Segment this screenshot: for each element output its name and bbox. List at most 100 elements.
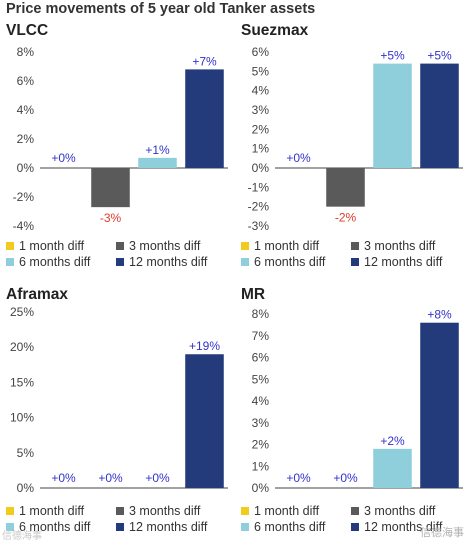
legend-item: 12 months diff — [116, 520, 231, 534]
chart-panel-aframax: Aframax 0% 5% 10% 15% 20% 25% +0% +0% +0% +19% 1 … — [0, 272, 235, 544]
y-tick-label: 25% — [10, 305, 34, 319]
legend-swatch — [6, 507, 14, 515]
legend-item: 12 months diff — [351, 255, 466, 269]
legend-swatch — [241, 242, 249, 250]
data-label: +19% — [189, 339, 220, 353]
legend-item: 6 months diff — [6, 520, 116, 534]
legend-swatch — [241, 258, 249, 266]
legend-swatch — [116, 242, 124, 250]
legend-swatch — [116, 258, 124, 266]
y-tick-label: 0% — [252, 481, 270, 495]
legend-label: 6 months diff — [19, 520, 91, 534]
legend-label: 6 months diff — [254, 255, 326, 269]
y-tick-label: 15% — [10, 375, 34, 389]
y-tick-label: 7% — [252, 329, 270, 343]
y-tick-label: -3% — [248, 219, 270, 233]
bar-6-months-diff — [138, 157, 177, 168]
data-label: +0% — [98, 471, 123, 485]
legend-item: 6 months diff — [6, 255, 116, 269]
legend-label: 12 months diff — [129, 520, 208, 534]
legend-label: 1 month diff — [254, 504, 320, 518]
data-label: +5% — [427, 49, 452, 63]
y-tick-label: 5% — [252, 372, 270, 386]
y-tick-label: 6% — [17, 74, 35, 88]
y-tick-label: 6% — [252, 351, 270, 365]
chart-legend: 1 month diff 3 months diff 6 months diff… — [241, 239, 466, 269]
legend-swatch — [6, 242, 14, 250]
chart-title: Suezmax — [241, 22, 309, 39]
y-tick-label: -2% — [13, 190, 35, 204]
data-label: +2% — [380, 434, 405, 448]
bar-chart-suezmax: -3% -2% -1% 0% 1% 2% 3% 4% 5% 6% +0% -2% +5% +5% — [248, 45, 463, 233]
legend-item: 1 month diff — [6, 504, 116, 518]
bar-chart-aframax: 0% 5% 10% 15% 20% 25% +0% +0% +0% +19% — [10, 305, 228, 495]
legend-item: 3 months diff — [351, 504, 466, 518]
bar-12-months-diff — [420, 322, 459, 488]
legend-label: 1 month diff — [19, 239, 85, 253]
legend-label: 6 months diff — [254, 520, 326, 534]
data-label: +0% — [286, 471, 311, 485]
legend-item: 1 month diff — [241, 239, 351, 253]
legend-swatch — [6, 258, 14, 266]
chart-panel-mr: MR 0% 1% 2% 3% 4% 5% 6% 7% 8% +0% +0% +2% +8% 1 mont… — [235, 272, 470, 544]
y-tick-label: 4% — [252, 84, 270, 98]
chart-title: MR — [241, 286, 266, 303]
chart-legend: 1 month diff 3 months diff 6 months diff… — [6, 504, 231, 534]
legend-item: 6 months diff — [241, 255, 351, 269]
chart-panel-vlcc: VLCC -4% -2% 0% 2% 4% 6% 8% +0% -3% +1% +7% 1 mont… — [0, 0, 235, 272]
bar-12-months-diff — [185, 69, 224, 168]
legend-item: 12 months diff — [116, 255, 231, 269]
y-tick-label: 2% — [252, 438, 270, 452]
data-label: -2% — [335, 211, 357, 225]
legend-swatch — [241, 507, 249, 515]
watermark-text-left: 信德海事 — [2, 531, 42, 542]
legend-item: 1 month diff — [241, 504, 351, 518]
bar-chart-vlcc: -4% -2% 0% 2% 4% 6% 8% +0% -3% +1% +7% — [13, 45, 228, 233]
data-label: +5% — [380, 49, 405, 63]
y-tick-label: 0% — [17, 161, 35, 175]
y-tick-label: 4% — [252, 394, 270, 408]
legend-label: 12 months diff — [129, 255, 208, 269]
data-label: +1% — [145, 143, 170, 157]
y-tick-label: -2% — [248, 200, 270, 214]
y-tick-label: 3% — [252, 416, 270, 430]
legend-item: 6 months diff — [241, 520, 351, 534]
data-label: +8% — [427, 308, 452, 322]
legend-label: 12 months diff — [364, 520, 443, 534]
y-tick-label: 10% — [10, 411, 34, 425]
watermark-text: 信德海事 — [420, 527, 464, 539]
legend-swatch — [351, 507, 359, 515]
legend-item: 12 months diff — [351, 520, 466, 534]
data-label: +0% — [51, 151, 76, 165]
y-tick-label: 5% — [17, 446, 35, 460]
chart-legend: 1 month diff 3 months diff 6 months diff… — [241, 504, 466, 534]
bar-chart-mr: 0% 1% 2% 3% 4% 5% 6% 7% 8% +0% +0% +2% +8% — [252, 307, 463, 495]
data-label: +7% — [192, 54, 217, 68]
legend-label: 3 months diff — [364, 504, 436, 518]
bar-3-months-diff — [326, 168, 365, 207]
legend-swatch — [351, 242, 359, 250]
bar-12-months-diff — [420, 63, 459, 168]
data-label: +0% — [333, 471, 358, 485]
data-label: -3% — [100, 211, 122, 225]
y-tick-label: 8% — [17, 45, 35, 59]
legend-swatch — [351, 258, 359, 266]
y-tick-label: 2% — [252, 122, 270, 136]
y-tick-label: 6% — [252, 45, 270, 59]
y-tick-label: -1% — [248, 180, 270, 194]
y-tick-label: 5% — [252, 64, 270, 78]
page-title: Price movements of 5 year old Tanker ass… — [6, 1, 316, 17]
legend-item: 1 month diff — [6, 239, 116, 253]
legend-swatch — [116, 507, 124, 515]
y-tick-label: 4% — [17, 103, 35, 117]
legend-label: 12 months diff — [364, 255, 443, 269]
legend-label: 6 months diff — [19, 255, 91, 269]
y-tick-label: 0% — [17, 481, 35, 495]
bar-6-months-diff — [373, 63, 412, 168]
chart-title: Aframax — [6, 286, 69, 303]
data-label: +0% — [286, 151, 311, 165]
legend-swatch — [351, 523, 359, 531]
bar-6-months-diff — [373, 448, 412, 488]
y-tick-label: 1% — [252, 142, 270, 156]
legend-swatch — [6, 523, 14, 531]
